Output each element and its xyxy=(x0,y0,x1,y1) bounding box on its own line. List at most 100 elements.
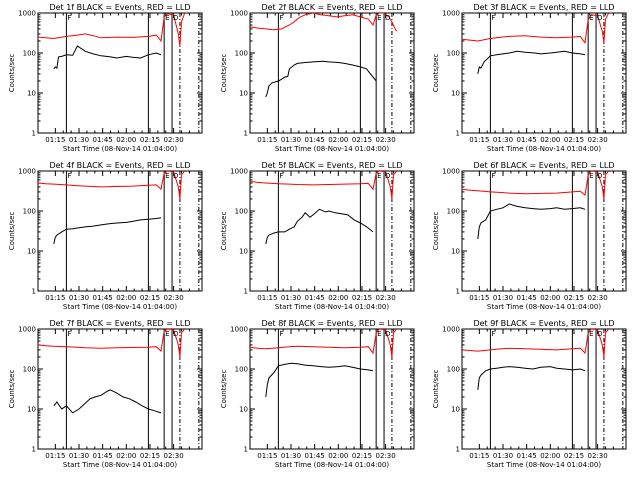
y-tick-label: 1000 xyxy=(230,326,248,334)
x-tick-label: 01:45 xyxy=(305,452,325,460)
x-tick-label: 02:00 xyxy=(328,452,348,460)
panel-4: Det 4f BLACK = Events, RED = LLD 1 10 100 10… xyxy=(8,161,203,311)
y-tick-label: 10 xyxy=(239,90,248,98)
x-tick-label: 01:45 xyxy=(305,294,325,302)
lld-series-line xyxy=(38,329,186,358)
marker-label-e: E xyxy=(165,172,169,180)
lld-series-line xyxy=(462,329,610,358)
marker-label-e: E xyxy=(589,172,593,180)
x-axis-label: Start Time (08-Nov-14 01:04:00) xyxy=(487,461,601,469)
x-tick-label: 01:15 xyxy=(45,294,65,302)
y-axis-label: Counts/sec xyxy=(432,370,440,409)
x-axis-label: Start Time (08-Nov-14 01:04:00) xyxy=(63,303,177,311)
y-tick-label: 10 xyxy=(239,248,248,256)
events-series-line xyxy=(53,217,162,245)
x-axis-label: Start Time (08-Nov-14 01:04:00) xyxy=(63,461,177,469)
x-tick-label: 02:00 xyxy=(540,136,560,144)
panel-5: Det 5f BLACK = Events, RED = LLD 1 10 100 10… xyxy=(220,161,415,311)
x-tick-label: 02:00 xyxy=(116,136,136,144)
y-axis-label: Counts/sec xyxy=(220,212,228,251)
x-tick-label: 01:15 xyxy=(469,136,489,144)
y-tick-label: 1000 xyxy=(442,10,460,18)
y-tick-label: 100 xyxy=(235,50,248,58)
plot-frame xyxy=(461,328,627,450)
marker-label-e: E xyxy=(589,14,593,22)
events-series-line xyxy=(265,60,377,98)
x-axis-label: Start Time (08-Nov-14 01:04:00) xyxy=(275,461,389,469)
x-tick-label: 02:15 xyxy=(140,294,160,302)
y-tick-label: 1000 xyxy=(18,10,36,18)
y-tick-label: 10 xyxy=(27,406,36,414)
marker-label-d: D xyxy=(597,330,602,338)
panel-1: Det 1f BLACK = Events, RED = LLD 1 10 100 10… xyxy=(8,3,203,153)
y-tick-label: 10 xyxy=(27,248,36,256)
x-tick-label: 01:30 xyxy=(281,452,301,460)
x-tick-label: 01:30 xyxy=(281,294,301,302)
lld-series-line xyxy=(250,171,398,200)
lld-series-line xyxy=(462,171,610,200)
x-tick-label: 02:15 xyxy=(352,452,372,460)
x-tick-label: 02:15 xyxy=(352,136,372,144)
x-tick-label: 01:30 xyxy=(69,294,89,302)
x-tick-label: 02:15 xyxy=(352,294,372,302)
marker-label-d: D xyxy=(597,172,602,180)
y-tick-label: 1 xyxy=(456,288,460,296)
y-tick-label: 100 xyxy=(447,208,460,216)
x-tick-label: 01:30 xyxy=(493,452,513,460)
events-series-line xyxy=(53,389,162,414)
x-tick-label: 01:45 xyxy=(517,452,537,460)
x-tick-label: 01:15 xyxy=(469,294,489,302)
lld-series-line xyxy=(250,13,398,32)
x-tick-label: 01:30 xyxy=(281,136,301,144)
panel-title: Det 8f BLACK = Events, RED = LLD xyxy=(261,319,402,328)
y-axis-label: Counts/sec xyxy=(432,54,440,93)
y-tick-label: 10 xyxy=(451,406,460,414)
y-tick-label: 100 xyxy=(447,366,460,374)
panel-title: Det 4f BLACK = Events, RED = LLD xyxy=(49,161,190,170)
y-tick-label: 1 xyxy=(244,288,248,296)
y-tick-label: 10 xyxy=(27,90,36,98)
panel-title: Det 1f BLACK = Events, RED = LLD xyxy=(49,3,190,12)
y-tick-label: 1 xyxy=(456,446,460,454)
marker-label-f: F xyxy=(491,330,495,338)
events-series-line xyxy=(265,208,374,245)
y-axis-label: Counts/sec xyxy=(432,212,440,251)
y-tick-label: 1 xyxy=(32,130,36,138)
panel-title: Det 2f BLACK = Events, RED = LLD xyxy=(261,3,402,12)
x-tick-label: 01:45 xyxy=(517,294,537,302)
y-tick-label: 1 xyxy=(32,446,36,454)
y-tick-label: 100 xyxy=(23,208,36,216)
x-axis-label: Start Time (08-Nov-14 01:04:00) xyxy=(63,145,177,153)
y-tick-label: 1 xyxy=(244,130,248,138)
y-axis-label: Counts/sec xyxy=(220,370,228,409)
y-tick-label: 100 xyxy=(235,366,248,374)
y-tick-label: 100 xyxy=(235,208,248,216)
x-tick-label: 02:30 xyxy=(376,136,396,144)
x-tick-label: 02:00 xyxy=(116,294,136,302)
marker-label-e: E xyxy=(589,330,593,338)
plot-area xyxy=(462,329,624,449)
marker-label-e: E xyxy=(377,14,381,22)
marker-label-d: D xyxy=(597,14,602,22)
x-tick-label: 01:15 xyxy=(257,452,277,460)
x-tick-label: 02:00 xyxy=(328,136,348,144)
marker-label-e: E xyxy=(377,330,381,338)
y-tick-label: 1 xyxy=(244,446,248,454)
y-axis-label: Counts/sec xyxy=(8,54,16,93)
x-tick-label: 01:30 xyxy=(493,294,513,302)
events-series-line xyxy=(477,366,586,390)
marker-label-f: F xyxy=(491,14,495,22)
plot-area xyxy=(38,171,200,291)
x-tick-label: 01:45 xyxy=(93,452,113,460)
marker-label-d: D xyxy=(173,172,178,180)
x-tick-label: 01:30 xyxy=(69,452,89,460)
plot-frame xyxy=(249,12,415,134)
marker-label-f: F xyxy=(279,172,283,180)
marker-label-f: F xyxy=(67,330,71,338)
lld-series-line xyxy=(462,13,610,45)
plot-area xyxy=(250,13,412,133)
panel-title: Det 7f BLACK = Events, RED = LLD xyxy=(49,319,190,328)
y-tick-label: 1000 xyxy=(230,168,248,176)
plot-area xyxy=(250,329,412,449)
